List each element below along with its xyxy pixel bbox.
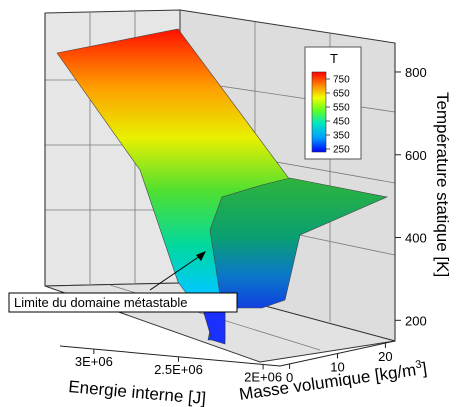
z-tick-label: 400 — [405, 231, 427, 246]
x-tick-label: 2E+06 — [244, 369, 282, 384]
z-axis-title: Température statique [K] — [433, 92, 452, 277]
z-tick-label: 200 — [405, 313, 427, 328]
surface-stable-sheet — [209, 177, 389, 309]
y-axis-title-sup: 3 — [415, 358, 423, 371]
x-tick-label: 3E+06 — [75, 354, 113, 369]
x-tick-label: 2.5E+06 — [154, 362, 203, 377]
annotation-text: Limite du domaine métastable — [14, 295, 187, 310]
legend-level-label: 750 — [333, 75, 350, 86]
legend-level-label: 650 — [333, 89, 350, 100]
z-tick-label: 600 — [405, 148, 427, 163]
y-tick-label: 10 — [330, 360, 344, 375]
legend-level-label: 250 — [333, 145, 350, 156]
y-axis-title-main: Masse volumique [kg/m — [238, 360, 417, 404]
legend-colorbar — [311, 71, 327, 153]
y-tick-label: 20 — [378, 349, 392, 364]
annotation-box — [8, 292, 238, 313]
metastable-annotation: Limite du domaine métastable — [8, 251, 238, 313]
annotation-arrowhead — [196, 251, 206, 261]
z-axis: 800 600 400 200 — [395, 65, 427, 328]
z-tick-label: 800 — [405, 65, 427, 80]
color-legend: T 750 650 550 450 350 250 — [304, 46, 362, 160]
legend-level-label: 350 — [333, 131, 350, 142]
legend-level-label: 550 — [333, 103, 350, 114]
legend-title: T — [330, 51, 338, 66]
annotation-leader — [149, 255, 201, 291]
x-axis-title: Energie interne [J] — [68, 377, 207, 407]
y-tick-label: 0 — [286, 370, 293, 385]
x-axis: 3E+06 2.5E+06 2E+06 — [75, 349, 282, 384]
y-axis: 0 10 20 — [286, 343, 393, 385]
legend-level-label: 450 — [333, 117, 350, 128]
y-axis-title-end: ] — [421, 359, 428, 378]
legend-labels: 750 650 550 450 350 250 — [326, 75, 350, 156]
